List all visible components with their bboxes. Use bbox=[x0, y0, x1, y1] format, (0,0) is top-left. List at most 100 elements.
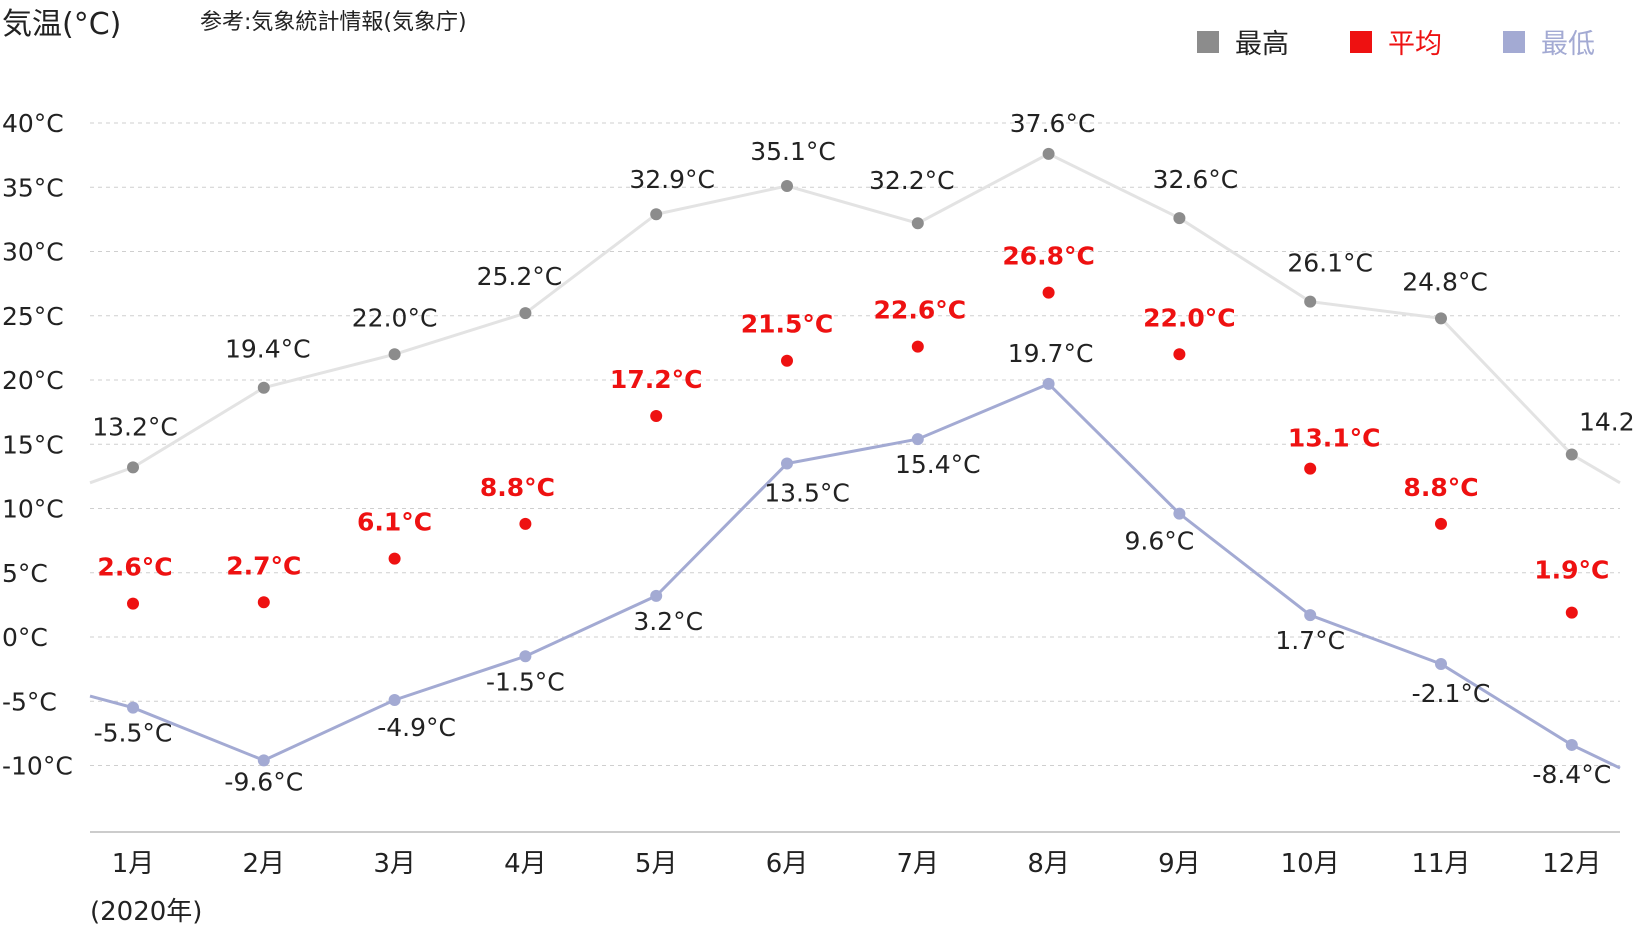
x-tick-label: 5月 bbox=[635, 849, 678, 879]
data-point bbox=[781, 354, 793, 367]
data-point bbox=[1304, 295, 1317, 308]
y-tick-label: 35°C bbox=[2, 173, 64, 202]
data-point bbox=[650, 208, 663, 221]
data-label: 26.8°C bbox=[1002, 242, 1095, 271]
data-point bbox=[781, 457, 793, 470]
data-label: 19.7°C bbox=[1008, 339, 1094, 368]
y-tick-label: 15°C bbox=[2, 430, 64, 459]
data-point bbox=[1435, 517, 1447, 530]
data-point bbox=[1042, 286, 1055, 299]
x-tick-label: 1月 bbox=[112, 849, 155, 879]
data-label: -1.5°C bbox=[486, 667, 565, 696]
data-point bbox=[388, 693, 401, 706]
data-label: 22.0°C bbox=[352, 303, 438, 332]
data-label: 22.6°C bbox=[874, 296, 967, 325]
y-tick-label: 0°C bbox=[2, 623, 48, 652]
data-point bbox=[1304, 462, 1317, 475]
data-label: 22.0°C bbox=[1143, 303, 1236, 332]
data-point bbox=[519, 517, 532, 530]
data-label: -9.6°C bbox=[224, 767, 303, 796]
data-point bbox=[1435, 312, 1447, 325]
data-label: 8.8°C bbox=[1403, 473, 1478, 502]
y-tick-label: -10°C bbox=[2, 752, 73, 781]
data-point bbox=[257, 596, 270, 609]
data-label: 19.4°C bbox=[225, 335, 311, 364]
x-tick-label: 8月 bbox=[1027, 849, 1070, 879]
data-label: 32.9°C bbox=[629, 165, 715, 194]
data-label: 2.7°C bbox=[226, 551, 301, 580]
x-tick-label: 11月 bbox=[1411, 849, 1470, 879]
data-point bbox=[127, 597, 139, 610]
data-label: -5.5°C bbox=[94, 719, 173, 748]
data-label: 21.5°C bbox=[741, 310, 834, 339]
data-point bbox=[127, 701, 139, 714]
legend-label: 最低 bbox=[1541, 29, 1595, 60]
legend-label: 平均 bbox=[1388, 29, 1442, 60]
y-tick-label: 10°C bbox=[2, 495, 64, 524]
legend-swatch bbox=[1350, 31, 1372, 53]
data-label: 37.6°C bbox=[1010, 109, 1096, 138]
y-axis: 40°C 35°C 30°C 25°C 20°C 15°C 10°C 5°C 0°C -5°C -1… bbox=[2, 109, 73, 781]
legend-swatch bbox=[1197, 31, 1219, 53]
data-label: 8.8°C bbox=[480, 473, 555, 502]
data-point bbox=[127, 461, 139, 474]
data-label: 13.5°C bbox=[764, 479, 850, 508]
data-point bbox=[519, 650, 532, 663]
data-point bbox=[257, 381, 270, 394]
data-label: 2.6°C bbox=[97, 553, 172, 582]
data-label: 24.8°C bbox=[1402, 267, 1488, 296]
chart-title: 気温(°C) bbox=[2, 7, 121, 42]
data-point bbox=[911, 217, 924, 230]
data-label: 13.1°C bbox=[1288, 424, 1381, 453]
data-point bbox=[650, 589, 663, 602]
y-tick-label: 5°C bbox=[2, 559, 48, 588]
x-tick-label: 7月 bbox=[897, 849, 940, 879]
data-label: 13.2°C bbox=[92, 412, 178, 441]
y-tick-label: -5°C bbox=[2, 687, 57, 716]
data-label: 32.6°C bbox=[1153, 165, 1239, 194]
x-tick-label: 6月 bbox=[766, 849, 809, 879]
data-point bbox=[911, 433, 924, 446]
x-axis: 1月 2月 3月 4月 5月 6月 7月 8月 9月 10月 11月 12月 bbox=[90, 831, 1620, 879]
data-label: 1.9°C bbox=[1534, 556, 1609, 585]
data-label: 1.7°C bbox=[1275, 626, 1345, 655]
legend: 最高 平均 最低 bbox=[1197, 29, 1595, 60]
series-layer: 13.2°C 19.4°C 22.0°C 25.2°C 32.9°C 35.1°C 32.2… bbox=[89, 109, 1635, 796]
data-label: 9.6°C bbox=[1125, 527, 1195, 556]
data-point bbox=[1565, 738, 1578, 751]
y-tick-label: 40°C bbox=[2, 109, 64, 138]
legend-label: 最高 bbox=[1235, 29, 1289, 60]
x-tick-label: 4月 bbox=[504, 849, 547, 879]
data-label: 15.4°C bbox=[895, 450, 981, 479]
data-point bbox=[781, 179, 793, 192]
data-point bbox=[911, 340, 924, 353]
data-label: 35.1°C bbox=[750, 137, 836, 166]
y-tick-label: 20°C bbox=[2, 366, 64, 395]
data-point bbox=[519, 307, 532, 320]
data-point bbox=[1173, 212, 1186, 225]
data-point bbox=[1042, 377, 1055, 390]
data-label: 26.1°C bbox=[1287, 249, 1373, 278]
y-tick-label: 25°C bbox=[2, 302, 64, 331]
data-label: 25.2°C bbox=[477, 262, 563, 291]
legend-swatch bbox=[1503, 31, 1525, 53]
data-point bbox=[1565, 606, 1578, 619]
y-tick-label: 30°C bbox=[2, 238, 64, 267]
data-label: 32.2°C bbox=[869, 166, 955, 195]
year-label: (2020年) bbox=[90, 897, 202, 927]
data-point bbox=[1435, 657, 1447, 670]
data-point bbox=[1565, 448, 1578, 461]
x-tick-label: 9月 bbox=[1158, 849, 1201, 879]
data-point bbox=[388, 348, 401, 361]
series-line-min bbox=[89, 382, 1621, 770]
data-point bbox=[1042, 147, 1055, 160]
data-label: -8.4°C bbox=[1532, 760, 1611, 789]
data-point bbox=[1173, 348, 1186, 361]
data-label: -4.9°C bbox=[377, 713, 456, 742]
data-point bbox=[1173, 507, 1186, 520]
data-point bbox=[650, 409, 663, 422]
data-label: 6.1°C bbox=[357, 508, 432, 537]
data-label: 14.2°C bbox=[1579, 408, 1635, 437]
x-tick-label: 2月 bbox=[243, 849, 286, 879]
